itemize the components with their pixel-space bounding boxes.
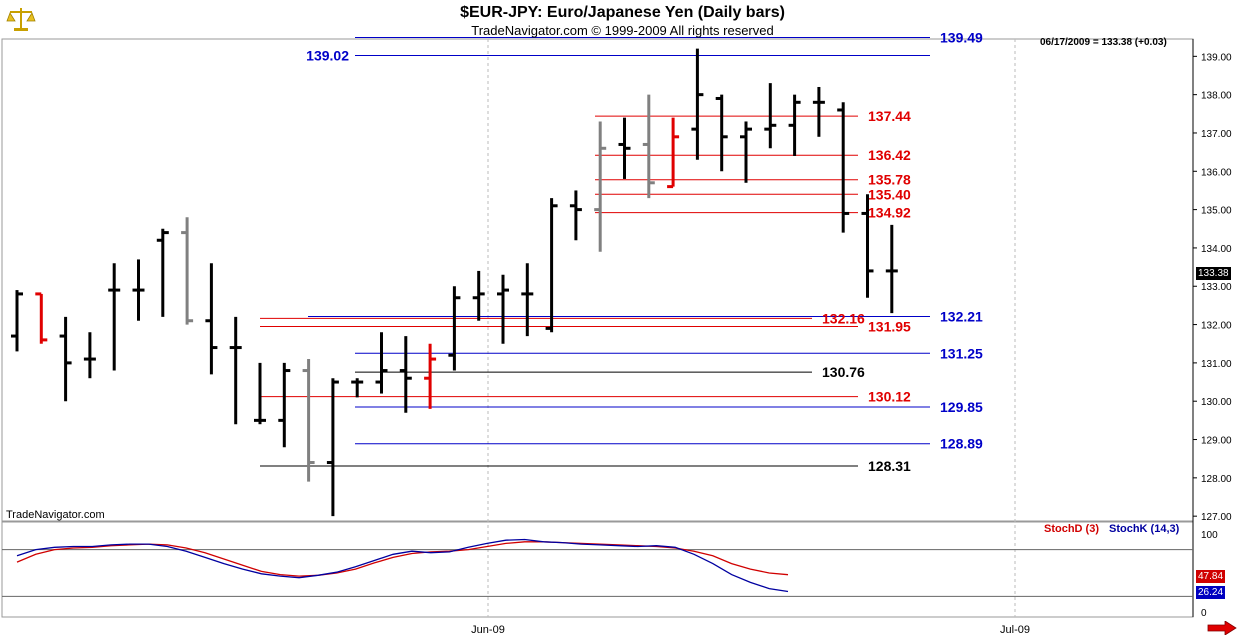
level-label: 130.76 <box>822 364 865 380</box>
level-label: 128.31 <box>868 458 911 474</box>
stoch-k-line <box>16 538 789 593</box>
right-arrow-icon[interactable] <box>1207 620 1237 636</box>
level-label: 129.85 <box>940 399 983 415</box>
y-tick-label: 129.00 <box>1201 436 1232 447</box>
ohlc-bar <box>399 336 412 413</box>
level-label: 128.89 <box>940 436 983 452</box>
last-price-tag: 133.38 <box>1196 267 1231 280</box>
stoch-k-legend: StochK (14,3) <box>1109 523 1180 535</box>
ohlc-bar <box>59 316 72 402</box>
stoch-d-value-tag: 47.84 <box>1196 570 1226 583</box>
price-pane-border <box>1 38 1194 523</box>
level-label: 139.02 <box>306 48 349 64</box>
y-tick-label: 138.00 <box>1201 91 1232 102</box>
ohlc-bar <box>594 121 607 252</box>
x-axis-label: Jul-09 <box>1000 624 1030 636</box>
y-tick-label: 132.00 <box>1201 321 1232 332</box>
stoch-pane-border <box>1 520 1194 618</box>
ohlc-bar <box>497 274 509 344</box>
ohlc-bar <box>375 332 388 394</box>
ohlc-bar <box>618 117 631 179</box>
level-label: 135.40 <box>868 186 911 202</box>
level-label: 132.16 <box>822 310 865 326</box>
ohlc-bar <box>205 263 218 375</box>
stoch-tick-label: 100 <box>1201 530 1218 541</box>
ohlc-bar <box>788 94 801 156</box>
y-tick-label: 133.00 <box>1201 282 1232 293</box>
level-label: 139.49 <box>940 30 983 46</box>
ohlc-bar <box>302 359 315 482</box>
ohlc-bar <box>812 86 825 137</box>
stoch-tick-label: 0 <box>1201 608 1207 619</box>
y-tick-label: 139.00 <box>1201 52 1232 63</box>
stoch-k-value-tag: 26.24 <box>1196 586 1226 599</box>
stoch-d-legend: StochD (3) <box>1044 523 1099 535</box>
ohlc-bar <box>132 259 145 321</box>
ohlc-bar <box>885 224 898 314</box>
level-label: 137.44 <box>868 108 911 124</box>
ohlc-bar <box>229 316 242 425</box>
ohlc-bar <box>424 343 437 409</box>
level-label: 131.25 <box>940 345 983 361</box>
ohlc-bar <box>521 263 534 337</box>
y-tick-label: 127.00 <box>1201 512 1232 523</box>
ohlc-bar <box>83 332 96 379</box>
ohlc-bar <box>326 378 339 517</box>
ohlc-bar <box>35 292 48 344</box>
ohlc-bar <box>545 198 558 333</box>
ohlc-bar <box>448 286 461 371</box>
level-label: 130.12 <box>868 389 911 405</box>
level-label: 134.92 <box>868 205 911 221</box>
x-axis-label: Jun-09 <box>471 624 505 636</box>
ohlc-bar <box>278 362 291 448</box>
ohlc-bar <box>691 48 704 160</box>
ohlc-bar <box>181 217 194 325</box>
ohlc-bar <box>642 94 655 199</box>
level-label: 135.78 <box>868 172 911 188</box>
level-label: 136.42 <box>868 147 911 163</box>
ohlc-bar <box>254 362 266 425</box>
ohlc-bar <box>715 94 728 172</box>
y-tick-label: 134.00 <box>1201 244 1232 255</box>
ohlc-bar <box>861 194 874 298</box>
brand-label: TradeNavigator.com <box>6 509 105 521</box>
ohlc-bar <box>351 378 364 398</box>
last-price-readout: 06/17/2009 = 133.38 (+0.03) <box>1040 37 1167 48</box>
gold-scales-icon <box>6 4 36 34</box>
ohlc-bar <box>156 228 169 317</box>
chart-title: $EUR-JPY: Euro/Japanese Yen (Daily bars) <box>460 4 785 21</box>
ohlc-bar <box>764 83 777 149</box>
ohlc-bar <box>11 290 23 352</box>
chart-subtitle: TradeNavigator.com © 1999-2009 All right… <box>471 23 774 38</box>
y-tick-label: 130.00 <box>1201 397 1232 408</box>
y-tick-label: 137.00 <box>1201 129 1232 140</box>
ohlc-bar <box>472 270 485 321</box>
ohlc-bar <box>108 263 121 371</box>
y-tick-label: 131.00 <box>1201 359 1232 370</box>
ohlc-bar <box>740 121 752 183</box>
level-label: 131.95 <box>868 318 911 334</box>
level-label: 132.21 <box>940 309 983 325</box>
ohlc-bar <box>667 117 680 189</box>
ohlc-bar <box>569 190 582 241</box>
y-tick-label: 136.00 <box>1201 167 1232 178</box>
y-tick-label: 128.00 <box>1201 474 1232 485</box>
ohlc-bar <box>837 102 850 233</box>
y-tick-label: 135.00 <box>1201 206 1232 217</box>
